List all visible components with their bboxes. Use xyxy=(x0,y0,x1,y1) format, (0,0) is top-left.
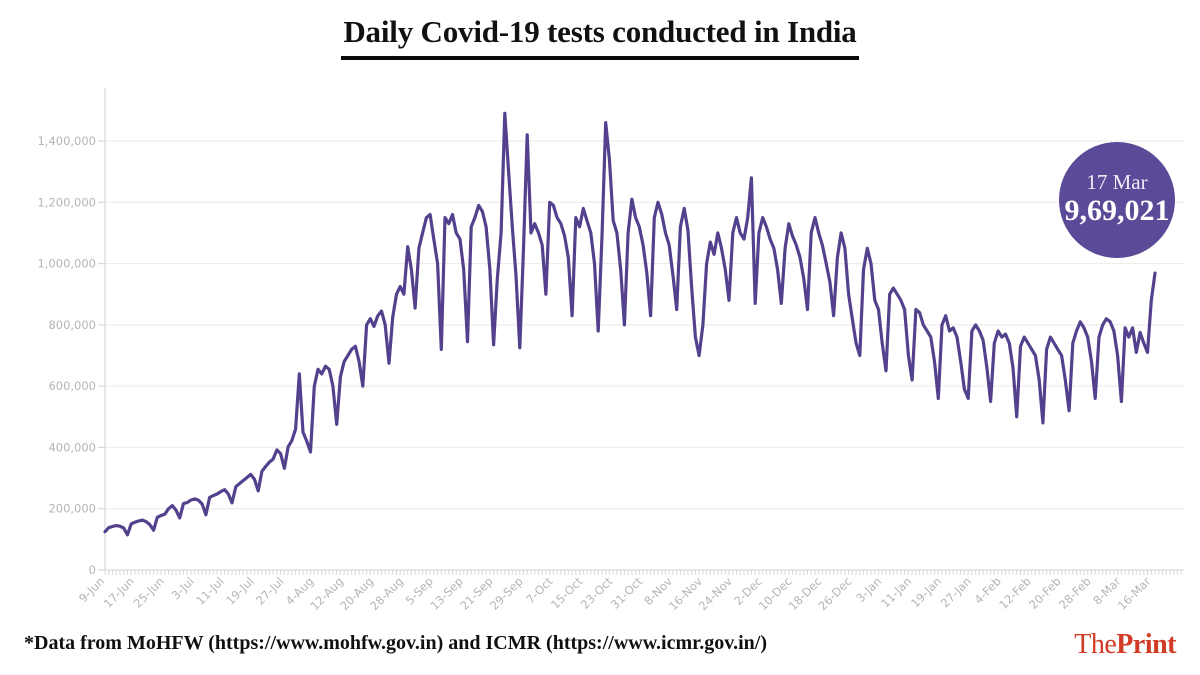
svg-text:27-Jan: 27-Jan xyxy=(938,574,974,610)
theprint-logo: ThePrint xyxy=(1074,629,1176,661)
svg-text:600,000: 600,000 xyxy=(48,379,96,393)
svg-text:28-Feb: 28-Feb xyxy=(1056,574,1094,612)
svg-text:26-Dec: 26-Dec xyxy=(815,574,854,613)
svg-text:11-Jan: 11-Jan xyxy=(878,574,914,610)
svg-text:17-Jun: 17-Jun xyxy=(101,574,137,610)
svg-text:400,000: 400,000 xyxy=(48,440,96,454)
data-line-series xyxy=(103,111,1157,537)
callout-value: 9,69,021 xyxy=(1064,194,1170,228)
svg-text:23-Oct: 23-Oct xyxy=(578,574,616,612)
svg-text:19-Jan: 19-Jan xyxy=(908,574,944,610)
svg-text:1,200,000: 1,200,000 xyxy=(37,195,96,209)
svg-text:11-Jul: 11-Jul xyxy=(193,574,226,607)
source-note: *Data from MoHFW (https://www.mohfw.gov.… xyxy=(24,632,767,654)
svg-text:0: 0 xyxy=(89,563,96,577)
brand-the: The xyxy=(1074,629,1117,660)
svg-text:27-Jul: 27-Jul xyxy=(253,574,286,607)
svg-text:200,000: 200,000 xyxy=(48,502,96,516)
svg-text:1,000,000: 1,000,000 xyxy=(37,257,96,271)
svg-text:19-Jul: 19-Jul xyxy=(223,574,256,607)
svg-text:28-Aug: 28-Aug xyxy=(367,574,406,613)
svg-text:29-Sep: 29-Sep xyxy=(487,574,526,613)
chart-header: Daily Covid-19 tests conducted in India xyxy=(0,14,1200,60)
data-point-callout: 17 Mar 9,69,021 xyxy=(1059,142,1175,258)
gridlines xyxy=(105,140,1184,510)
callout-date: 17 Mar xyxy=(1086,170,1148,195)
y-axis-labels: 0 200,000 400,000 600,000 800,000 1,000,000 1,… xyxy=(37,134,96,577)
svg-text:12-Feb: 12-Feb xyxy=(996,574,1034,612)
svg-text:15-Oct: 15-Oct xyxy=(548,574,586,612)
x-axis-day-ticks xyxy=(104,570,1182,575)
axes xyxy=(98,88,1184,571)
svg-text:31-Oct: 31-Oct xyxy=(608,574,646,612)
page-title: Daily Covid-19 tests conducted in India xyxy=(341,14,859,60)
svg-text:25-Jun: 25-Jun xyxy=(131,574,167,610)
svg-text:24-Nov: 24-Nov xyxy=(696,574,735,613)
brand-print: Print xyxy=(1116,629,1176,660)
svg-text:800,000: 800,000 xyxy=(48,318,96,332)
svg-text:16-Mar: 16-Mar xyxy=(1115,574,1154,613)
svg-text:1,400,000: 1,400,000 xyxy=(37,134,96,148)
svg-text:20-Feb: 20-Feb xyxy=(1026,574,1064,612)
